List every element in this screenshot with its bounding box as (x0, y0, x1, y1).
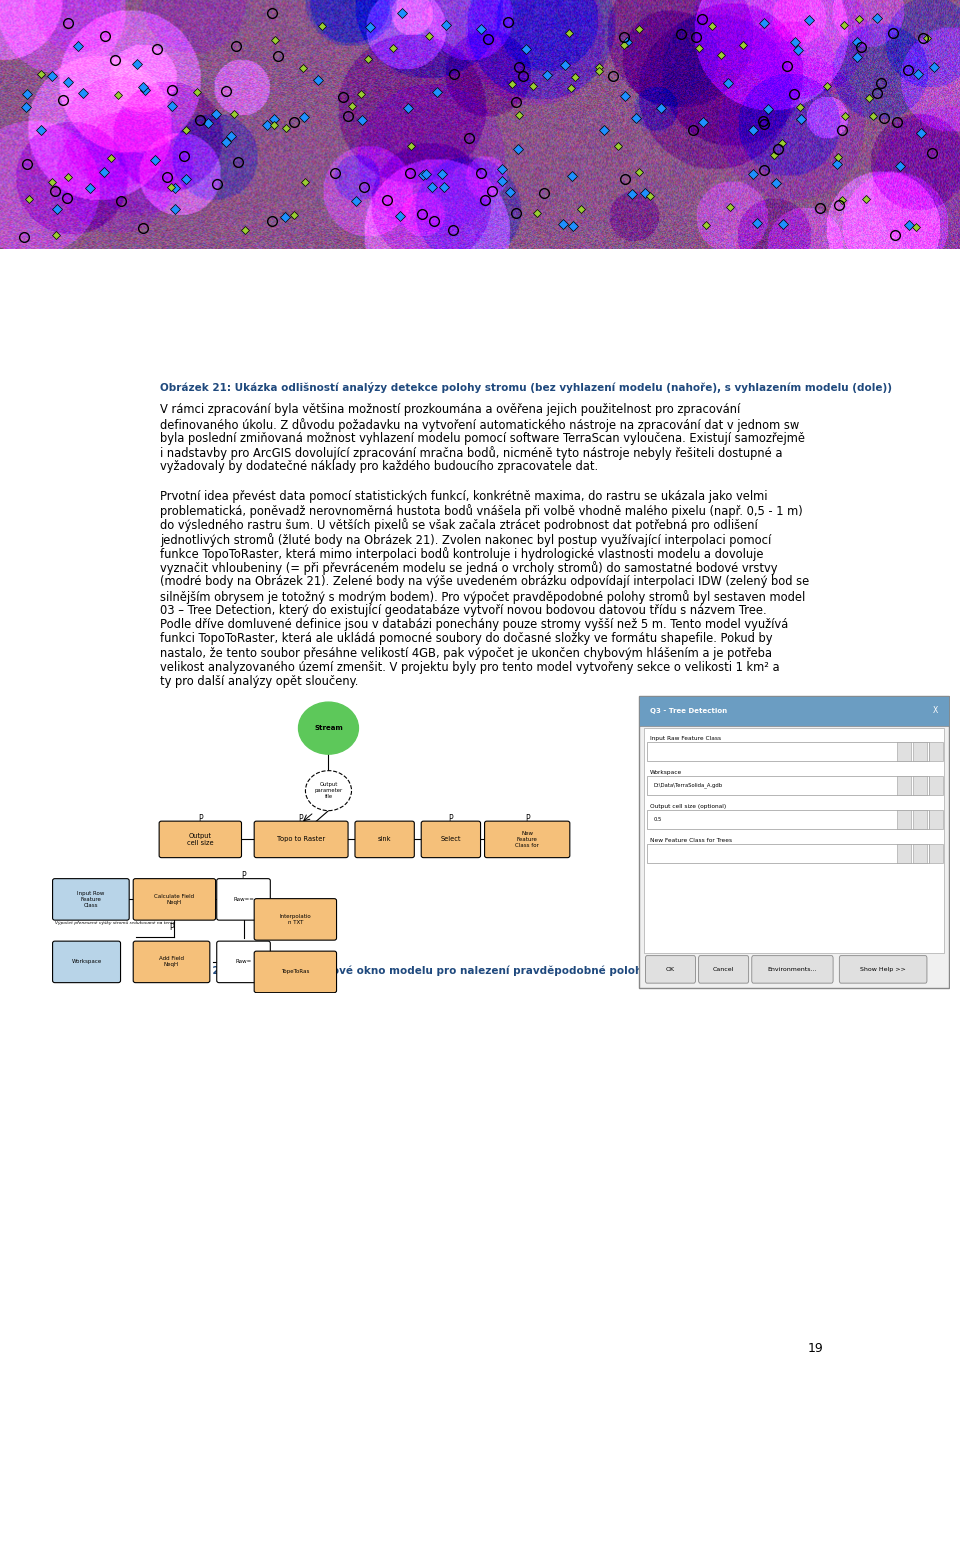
Text: vyžadovaly by dodatečné náklady pro každého budoucího zpracovatele dat.: vyžadovaly by dodatečné náklady pro každ… (160, 461, 598, 473)
FancyBboxPatch shape (254, 898, 337, 940)
FancyBboxPatch shape (647, 843, 928, 863)
Text: New Feature Class for Trees: New Feature Class for Trees (650, 838, 732, 843)
FancyBboxPatch shape (53, 878, 130, 920)
FancyBboxPatch shape (644, 729, 944, 954)
Text: Stream: Stream (314, 726, 343, 730)
FancyBboxPatch shape (898, 843, 911, 863)
Text: jednotlivých stromů (žluté body na Obrázek 21). Zvolen nakonec byl postup využív: jednotlivých stromů (žluté body na Obráz… (160, 533, 772, 547)
Text: 19: 19 (808, 1342, 824, 1355)
FancyBboxPatch shape (898, 775, 911, 795)
Circle shape (299, 703, 358, 754)
Text: P: P (241, 871, 246, 880)
FancyBboxPatch shape (639, 695, 948, 726)
FancyBboxPatch shape (159, 821, 242, 858)
Text: sink: sink (378, 837, 392, 843)
FancyBboxPatch shape (898, 741, 911, 761)
Text: funkce TopoToRaster, která mimo interpolaci bodů kontroluje i hydrologické vlast: funkce TopoToRaster, která mimo interpol… (160, 547, 764, 561)
FancyBboxPatch shape (928, 775, 943, 795)
Text: OK: OK (666, 966, 675, 972)
FancyBboxPatch shape (254, 951, 337, 992)
Text: 0.5: 0.5 (653, 817, 661, 821)
Text: nastalo, že tento soubor přesáhne velikostí 4GB, pak výpočet je ukončen chybovým: nastalo, že tento soubor přesáhne veliko… (160, 647, 772, 660)
Text: Add Field
NeqH: Add Field NeqH (159, 957, 184, 968)
Text: Topo to Raster: Topo to Raster (276, 837, 324, 843)
FancyBboxPatch shape (645, 955, 695, 983)
Text: velikost analyzovaného území zmenšit. V projektu byly pro tento model vytvořeny : velikost analyzovaného území zmenšit. V … (160, 661, 780, 673)
FancyBboxPatch shape (53, 942, 121, 983)
FancyBboxPatch shape (217, 878, 271, 920)
FancyBboxPatch shape (913, 775, 927, 795)
Text: problematická, poněvadž nerovnoměrná hustota bodů vnášela při volbě vhodně maléh: problematická, poněvadž nerovnoměrná hus… (160, 504, 804, 518)
FancyBboxPatch shape (913, 843, 927, 863)
Text: silnějším obrysem je totožný s modrým bodem). Pro výpočet pravděpodobné polohy s: silnějším obrysem je totožný s modrým bo… (160, 590, 805, 604)
FancyBboxPatch shape (913, 741, 927, 761)
Text: Cancel: Cancel (713, 966, 734, 972)
Text: P: P (448, 814, 453, 823)
Text: Calculate Field
NeqH: Calculate Field NeqH (155, 894, 195, 905)
Text: TopeToRas: TopeToRas (281, 969, 309, 974)
Text: P: P (299, 814, 303, 823)
FancyBboxPatch shape (647, 741, 928, 761)
Text: Raw==: Raw== (233, 897, 254, 901)
FancyBboxPatch shape (421, 821, 481, 858)
Text: do výsledného rastru šum. U větších pixelů se však začala ztrácet podrobnost dat: do výsledného rastru šum. U větších pixe… (160, 518, 758, 532)
Text: definovaného úkolu. Z důvodu požadavku na vytvoření automatického nástroje na zp: definovaného úkolu. Z důvodu požadavku n… (160, 418, 800, 431)
Text: New
Feature
Class for: New Feature Class for (516, 831, 540, 848)
FancyBboxPatch shape (133, 942, 210, 983)
FancyBboxPatch shape (133, 878, 216, 920)
FancyBboxPatch shape (355, 821, 415, 858)
FancyBboxPatch shape (898, 809, 911, 829)
Text: D:\Data\TerraSolida_A.gdb: D:\Data\TerraSolida_A.gdb (653, 783, 722, 787)
Text: Q3 - Tree Detection: Q3 - Tree Detection (650, 707, 728, 713)
Text: P: P (525, 814, 530, 823)
FancyBboxPatch shape (752, 955, 833, 983)
Text: Raw=: Raw= (235, 960, 252, 965)
Text: Input Row
Feature
Class: Input Row Feature Class (77, 891, 105, 908)
Text: Show Help >>: Show Help >> (860, 966, 906, 972)
Text: Obrázek 22: Schéma a dialogové okno modelu pro nalezení pravděpodobné polohy str: Obrázek 22: Schéma a dialogové okno mode… (160, 963, 695, 975)
Text: Prvotní idea převést data pomocí statistických funkcí, konkrétně maxima, do rast: Prvotní idea převést data pomocí statist… (160, 490, 768, 502)
Text: ty pro další analýzy opět sloučeny.: ty pro další analýzy opět sloučeny. (160, 675, 359, 689)
FancyBboxPatch shape (217, 942, 271, 983)
Text: Output
cell size: Output cell size (187, 832, 214, 846)
Text: vyznačit vhloubeniny (= při převráceném modelu se jedná o vrcholy stromů) do sam: vyznačit vhloubeniny (= při převráceném … (160, 561, 778, 575)
Text: funkci TopoToRaster, která ale ukládá pomocné soubory do dočasné složky ve formá: funkci TopoToRaster, která ale ukládá po… (160, 632, 773, 646)
FancyBboxPatch shape (928, 843, 943, 863)
Text: Environments...: Environments... (768, 966, 817, 972)
Text: Workspace: Workspace (650, 769, 683, 775)
Text: Input Raw Feature Class: Input Raw Feature Class (650, 735, 721, 741)
FancyBboxPatch shape (485, 821, 570, 858)
FancyBboxPatch shape (839, 955, 927, 983)
FancyBboxPatch shape (647, 775, 928, 795)
Text: byla poslední zmiňovaná možnost vyhlazení modelu pomocí software TerraScan vylou: byla poslední zmiňovaná možnost vyhlazen… (160, 431, 805, 445)
FancyBboxPatch shape (639, 695, 948, 988)
FancyBboxPatch shape (928, 809, 943, 829)
Text: Select: Select (441, 837, 461, 843)
Text: X: X (932, 706, 938, 715)
Text: Output
parameter
file: Output parameter file (314, 783, 343, 798)
Text: Output cell size (optional): Output cell size (optional) (650, 804, 727, 809)
Text: Výpočet přenesené výšky stromů redukované na terén: Výpočet přenesené výšky stromů redukovan… (55, 920, 176, 925)
Text: Podle dříve domluvené definice jsou v databázi ponechány pouze stromy vyšší než : Podle dříve domluvené definice jsou v da… (160, 618, 788, 632)
Circle shape (305, 770, 351, 811)
Text: Workspace: Workspace (71, 960, 102, 965)
FancyBboxPatch shape (699, 955, 749, 983)
FancyBboxPatch shape (913, 809, 927, 829)
Text: Obrázek 21: Ukázka odlišností analýzy detekce polohy stromu (bez vyhlazení model: Obrázek 21: Ukázka odlišností analýzy de… (160, 382, 892, 393)
FancyBboxPatch shape (928, 741, 943, 761)
Text: P: P (169, 923, 174, 932)
Text: V rámci zpracování byla většina možností prozkoumána a ověřena jejich použitelno: V rámci zpracování byla většina možností… (160, 404, 740, 416)
Text: 03 – Tree Detection, který do existující geodatabáze vytvoří novou bodovou datov: 03 – Tree Detection, který do existující… (160, 604, 767, 616)
Text: i nadstavby pro ArcGIS dovolující zpracování mračna bodů, nicméně tyto nástroje : i nadstavby pro ArcGIS dovolující zpraco… (160, 445, 782, 461)
Text: Interpolatio
n TXT: Interpolatio n TXT (279, 914, 311, 925)
FancyBboxPatch shape (647, 809, 928, 829)
Text: (modré body na Obrázek 21). Zelené body na výše uvedeném obrázku odpovídají inte: (modré body na Obrázek 21). Zelené body … (160, 575, 809, 589)
FancyBboxPatch shape (254, 821, 348, 858)
Text: P: P (198, 814, 203, 823)
